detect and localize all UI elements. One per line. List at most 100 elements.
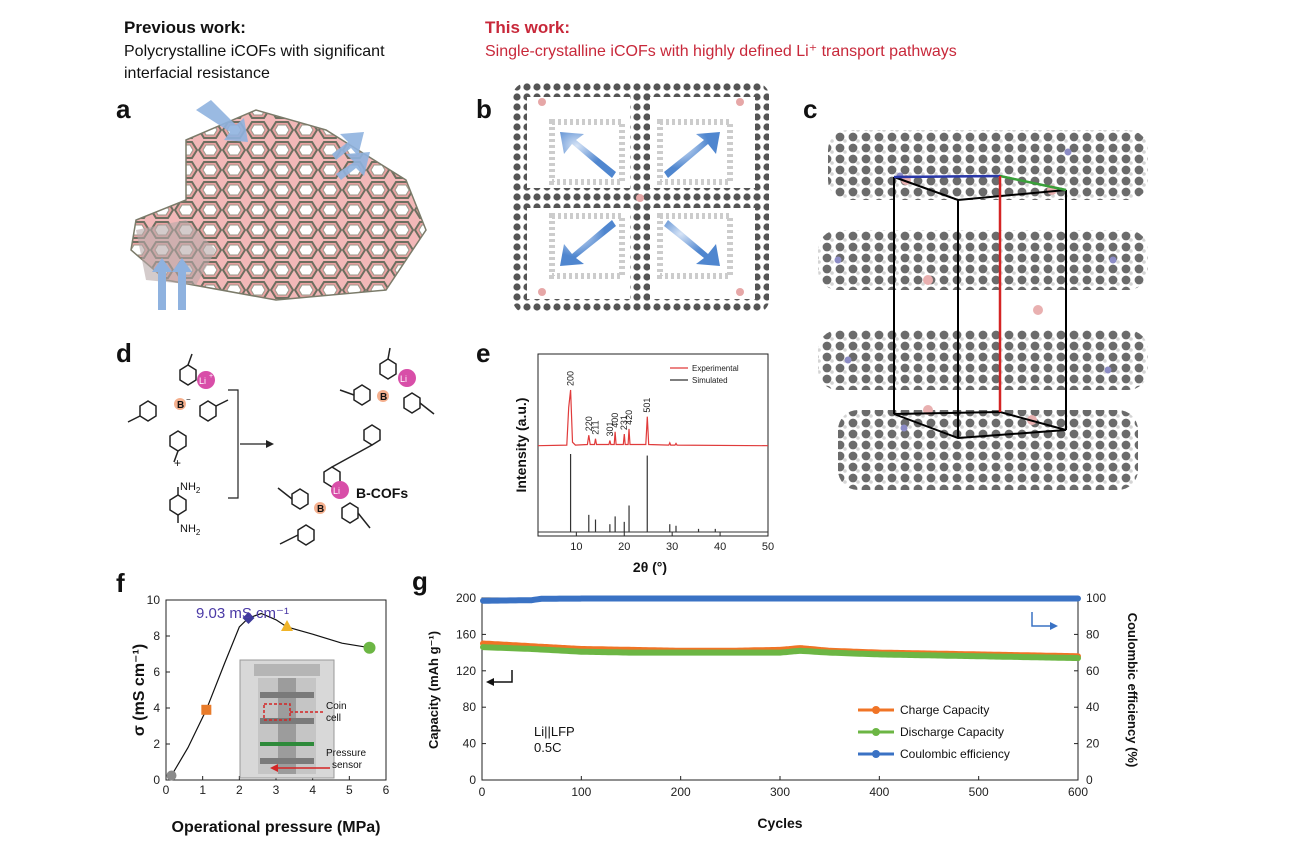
- g-x-tick-label: 300: [770, 785, 790, 799]
- pxrd-x-axis-title: 2θ (°): [633, 559, 667, 575]
- g-x-tick-label: 400: [869, 785, 889, 799]
- this-work-title: This work:: [485, 18, 571, 37]
- g-y-tick-label: 40: [463, 737, 477, 751]
- g-legend: Charge Capacity Discharge Capacity Coulo…: [858, 703, 1010, 761]
- g-cell-note-line2: 0.5C: [534, 740, 561, 755]
- e-peak-index-label: 200: [566, 371, 576, 386]
- f-x-tick-label: 6: [383, 783, 390, 797]
- f-y-tick-label: 2: [153, 737, 160, 751]
- g-y-tick-label: 0: [469, 773, 476, 787]
- transport-pathway-arrow-icon: [560, 132, 720, 266]
- panel-b-framework-structure: [513, 83, 769, 313]
- pxrd-y-axis-title: Intensity (a.u.): [513, 398, 529, 493]
- boron-charge: −: [186, 395, 191, 404]
- cof-boron-atom-top-icon: [377, 390, 389, 402]
- f-y-tick-label: 10: [147, 593, 161, 607]
- f-data-point-circle-green: [363, 641, 376, 654]
- f-x-axis-title: Operational pressure (MPa): [172, 819, 381, 836]
- g-y2-tick-label: 0: [1086, 773, 1093, 787]
- f-x-tick-label: 2: [236, 783, 243, 797]
- amine-label-bottom: NH2: [180, 523, 201, 537]
- g-y2-tick-label: 100: [1086, 591, 1106, 605]
- f-y-tick-label: 4: [153, 701, 160, 715]
- g-y2-tick-label: 80: [1086, 627, 1100, 641]
- diamine-monomer: [169, 487, 187, 523]
- g-y-tick-label: 200: [456, 591, 476, 605]
- g-cell-note-line1: Li||LFP: [534, 724, 575, 739]
- cof-boron-atom-bottom-icon: [314, 502, 326, 514]
- g-discharge-capacity-series: [480, 644, 1081, 662]
- panel-a-polycrystal-illustration: [130, 100, 427, 310]
- f-inset-cell-label: cell: [326, 713, 341, 724]
- panel-label-a: a: [116, 94, 131, 124]
- panel-g-cycling-chart: 0 100 200 300 400 500 600040801201602000204060…: [426, 591, 1140, 831]
- f-x-tick-label: 0: [163, 783, 170, 797]
- panel-label-e: e: [476, 338, 491, 368]
- e-peak-index-label: 211: [591, 420, 601, 434]
- f-x-tick-label: 1: [199, 783, 206, 797]
- g-y2-tick-label: 20: [1086, 737, 1100, 751]
- boron-label: B: [177, 400, 184, 411]
- g-y2-axis-title: Coulombic efficiency (%): [1125, 613, 1140, 768]
- g-y-axis-title: Capacity (mAh g⁻¹): [426, 631, 441, 749]
- g-x-tick-label: 200: [671, 785, 691, 799]
- panel-c-unit-cell: [818, 130, 1148, 490]
- cof-lithium-ion-bottom-icon: [331, 481, 349, 499]
- previous-work-desc-line1: Polycrystalline iCOFs with significant: [124, 43, 385, 60]
- panel-label-b: b: [476, 94, 492, 124]
- panel-label-c: c: [803, 94, 818, 124]
- lithium-ion-icon: [197, 371, 215, 389]
- f-peak-annotation: 9.03 mS cm⁻¹: [196, 605, 289, 622]
- cof-lithium-ion-top-icon: [398, 369, 416, 387]
- panel-d-synthesis-scheme: B − Li + + NH2 NH2 B Li B Li B-COFs: [127, 347, 435, 546]
- e-x-tick-label: 30: [666, 541, 678, 553]
- g-x-tick-label: 600: [1068, 785, 1088, 799]
- f-x-tick-label: 3: [273, 783, 280, 797]
- g-x-tick-label: 0: [479, 785, 486, 799]
- pxrd-legend: Experimental Simulated: [670, 364, 739, 385]
- g-x-tick-label: 500: [969, 785, 989, 799]
- cof-fragment-structure: [277, 347, 435, 546]
- e-peak-index-label: 501: [642, 398, 652, 413]
- previous-work-title: Previous work:: [124, 18, 246, 37]
- f-inset-sensor-label: sensor: [332, 760, 363, 771]
- g-x-axis-title: Cycles: [757, 815, 802, 831]
- e-peak-index-label: 301: [605, 421, 615, 436]
- g-y-tick-label: 80: [463, 700, 477, 714]
- g-right-axis-arrow-icon: [1031, 612, 1058, 630]
- b-cofs-label: B-COFs: [356, 485, 408, 501]
- e-x-tick-label: 20: [618, 541, 630, 553]
- legend-simulated-label: Simulated: [692, 376, 728, 385]
- e-peak-index-label: 400: [610, 413, 620, 428]
- f-x-tick-label: 5: [346, 783, 353, 797]
- cof-boron-label-bottom: B: [317, 504, 324, 515]
- f-inset-pressure-label: Pressure: [326, 748, 366, 759]
- legend-ce-label: Coulombic efficiency: [900, 747, 1010, 761]
- f-data-point-diamond-purple: [242, 612, 255, 624]
- li-flow-arrow-icon: [152, 100, 370, 310]
- pxrd-experimental-line: [537, 389, 769, 447]
- f-y-tick-label: 0: [153, 773, 160, 787]
- e-x-tick-label: 50: [762, 541, 774, 553]
- e-peak-index-label: 231: [619, 415, 629, 430]
- f-trend-curve: [170, 612, 370, 776]
- panel-label-f: f: [116, 568, 125, 598]
- panel-f-conductivity-chart: 0 1 2 3 4 5 6 0 2 4 6 8 10 9.03 mS cm⁻¹ Coin cell Pr…: [131, 593, 390, 836]
- pxrd-plot-frame: [537, 353, 769, 537]
- g-y-tick-label: 120: [456, 664, 476, 678]
- previous-work-desc-line2: interfacial resistance: [124, 65, 270, 82]
- cof-lithium-label-top: Li: [400, 374, 407, 384]
- g-x-tick-label: 100: [571, 785, 591, 799]
- lithium-charge: +: [209, 373, 213, 380]
- amine-label-top: NH2: [180, 481, 201, 495]
- legend-discharge-label: Discharge Capacity: [900, 725, 1004, 739]
- tetraaldehyde-borate-monomer: [127, 353, 229, 463]
- f-data-point-triangle-yellow: [281, 620, 293, 631]
- g-left-axis-arrow-icon: [486, 670, 513, 686]
- g-y2-tick-label: 60: [1086, 664, 1100, 678]
- f-x-tick-label: 4: [309, 783, 316, 797]
- cof-boron-label-top: B: [380, 392, 387, 403]
- f-data-point-circle-gray: [166, 770, 177, 781]
- coin-cell-marker: [263, 703, 291, 721]
